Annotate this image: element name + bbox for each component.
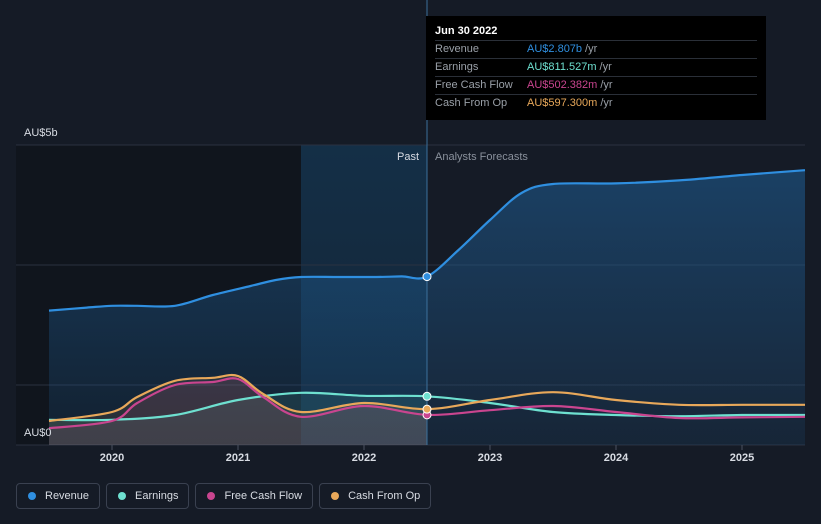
- tooltip-label: Free Cash Flow: [435, 79, 513, 91]
- legend: Revenue Earnings Free Cash Flow Cash Fro…: [16, 483, 432, 509]
- tooltip-value: AU$597.300m: [527, 97, 598, 109]
- tooltip-date: Jun 30 2022: [435, 25, 498, 37]
- data-point-cash-from-op: [422, 404, 432, 414]
- tooltip-label: Revenue: [435, 43, 480, 55]
- legend-dot-icon: [118, 492, 127, 500]
- tooltip-value: AU$811.527m: [527, 61, 597, 73]
- forecast-label: Analysts Forecasts: [435, 151, 528, 163]
- x-tick-label: 2023: [478, 452, 502, 464]
- x-tick-label: 2020: [100, 452, 124, 464]
- y-axis-bottom-label: AU$0: [24, 427, 52, 439]
- legend-item-earnings[interactable]: Earnings: [106, 483, 190, 509]
- x-tick-label: 2022: [352, 452, 376, 464]
- tooltip-row-earnings: Earnings AU$811.527m /yr: [435, 58, 757, 76]
- x-tick-label: 2025: [730, 452, 754, 464]
- tooltip-row-cash-from-op: Cash From Op AU$597.300m /yr: [435, 94, 757, 112]
- series-line-free-cash-flow: [48, 377, 806, 430]
- legend-label: Revenue: [45, 490, 90, 502]
- series-area-earnings: [49, 392, 427, 445]
- series-line-revenue: [48, 169, 806, 312]
- legend-item-revenue[interactable]: Revenue: [16, 483, 101, 509]
- tooltip-unit: /yr: [599, 61, 612, 73]
- legend-item-free-cash-flow[interactable]: Free Cash Flow: [195, 483, 314, 509]
- tooltip-unit: /yr: [600, 79, 613, 91]
- data-point-revenue: [422, 272, 432, 282]
- legend-dot-icon: [331, 492, 340, 500]
- x-tick-label: 2024: [604, 452, 629, 464]
- legend-dot-icon: [28, 492, 36, 500]
- tooltip-value: AU$2.807b: [527, 43, 583, 55]
- tooltip-row-free-cash-flow: Free Cash Flow AU$502.382m /yr: [435, 76, 757, 94]
- legend-label: Free Cash Flow: [224, 490, 303, 502]
- legend-label: Cash From Op: [348, 490, 421, 502]
- series-line-cash-from-op: [48, 373, 805, 423]
- legend-label: Earnings: [135, 490, 179, 502]
- past-label: Past: [397, 151, 419, 163]
- x-tick-label: 2021: [226, 452, 250, 464]
- y-axis-top-label: AU$5b: [24, 127, 58, 139]
- legend-item-cash-from-op[interactable]: Cash From Op: [319, 483, 432, 509]
- series-area-free-cash-flow: [49, 378, 427, 445]
- tooltip-row-revenue: Revenue AU$2.807b /yr: [435, 40, 757, 58]
- tooltip: Jun 30 2022 Revenue AU$2.807b /yr Earnin…: [426, 16, 766, 120]
- tooltip-unit: /yr: [585, 43, 598, 55]
- data-point-earnings: [422, 391, 432, 401]
- series-area-cash-from-op: [49, 375, 427, 445]
- tooltip-label: Earnings: [435, 61, 479, 73]
- tooltip-value: AU$502.382m: [527, 79, 598, 91]
- legend-dot-icon: [207, 492, 216, 500]
- tooltip-unit: /yr: [600, 97, 613, 109]
- tooltip-label: Cash From Op: [435, 97, 508, 109]
